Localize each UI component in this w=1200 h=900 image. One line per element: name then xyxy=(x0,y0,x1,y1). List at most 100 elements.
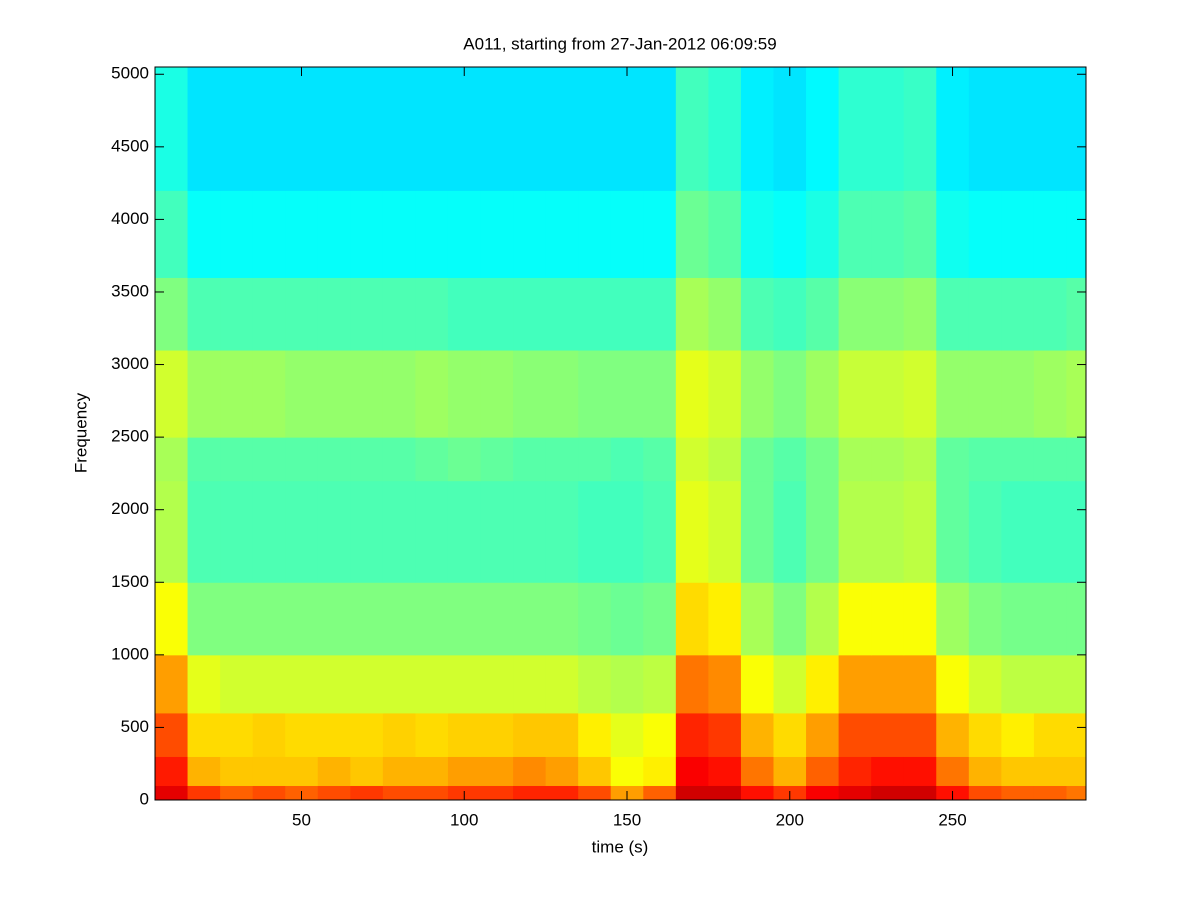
heat-cell xyxy=(968,785,1002,801)
heat-cell xyxy=(1066,785,1087,801)
heat-cell xyxy=(838,277,872,351)
heat-cell xyxy=(578,437,612,482)
heat-cell xyxy=(545,67,579,191)
heat-cell xyxy=(773,350,807,438)
heat-cell xyxy=(187,756,221,786)
heat-cell xyxy=(317,480,351,583)
heat-cell xyxy=(545,756,579,786)
heat-cell xyxy=(871,712,905,757)
heat-cell xyxy=(220,350,254,438)
heat-cell xyxy=(643,67,677,191)
heat-cell xyxy=(187,67,221,191)
heat-cell xyxy=(1001,582,1035,656)
heat-cell xyxy=(545,654,579,714)
heat-cell xyxy=(708,67,742,191)
heat-cell xyxy=(350,67,384,191)
heat-cell xyxy=(675,582,709,656)
heat-cell xyxy=(545,712,579,757)
heat-cell xyxy=(415,582,449,656)
heat-cell xyxy=(1066,480,1087,583)
y-tick-label: 1500 xyxy=(111,572,149,591)
heat-cell xyxy=(903,712,937,757)
heat-cell xyxy=(317,190,351,278)
x-axis-label: time (s) xyxy=(592,837,649,856)
heat-cell xyxy=(740,190,774,278)
heat-cell xyxy=(447,190,482,278)
heat-cell xyxy=(1033,190,1067,278)
heat-cell xyxy=(871,756,905,786)
heat-cell xyxy=(871,277,905,351)
heat-cell xyxy=(773,582,807,656)
heat-cell xyxy=(643,654,677,714)
heat-cell xyxy=(480,756,514,786)
heat-cell xyxy=(968,480,1002,583)
heat-cell xyxy=(740,437,774,482)
heat-cell xyxy=(740,67,774,191)
heat-cell xyxy=(187,582,221,656)
heat-cell xyxy=(1001,277,1035,351)
heat-cell xyxy=(480,437,514,482)
heat-cell xyxy=(773,277,807,351)
heat-cell xyxy=(252,756,286,786)
heat-cell xyxy=(545,350,579,438)
heat-cell xyxy=(675,785,709,801)
y-tick-label: 2500 xyxy=(111,427,149,446)
heat-cell xyxy=(806,277,840,351)
heat-cell xyxy=(1001,437,1035,482)
heat-cell xyxy=(675,67,709,191)
heat-cell xyxy=(480,785,514,801)
heat-cell xyxy=(187,785,221,801)
heat-cell xyxy=(740,785,774,801)
heat-cell xyxy=(447,712,482,757)
heat-cell xyxy=(903,190,937,278)
heat-cell xyxy=(480,190,514,278)
heat-cell xyxy=(903,582,937,656)
heat-cell xyxy=(578,756,612,786)
heat-cell xyxy=(513,756,547,786)
heat-cell xyxy=(252,190,286,278)
heat-cell xyxy=(480,712,514,757)
heat-cell xyxy=(317,582,351,656)
axes-box xyxy=(154,66,1087,801)
heat-cell xyxy=(382,350,416,438)
heat-cell xyxy=(643,190,677,278)
heat-cell xyxy=(578,712,612,757)
heat-cell xyxy=(187,437,221,482)
heat-cell xyxy=(740,277,774,351)
heat-cell xyxy=(1033,582,1067,656)
heat-cell xyxy=(903,756,937,786)
heat-cell xyxy=(317,654,351,714)
heat-cell xyxy=(806,582,840,656)
heat-cell xyxy=(350,654,384,714)
heat-cell xyxy=(968,582,1002,656)
heat-cell xyxy=(382,756,416,786)
heat-cell xyxy=(480,277,514,351)
heat-cell xyxy=(317,437,351,482)
heat-cell xyxy=(806,67,840,191)
heat-cell xyxy=(513,190,547,278)
heat-cell xyxy=(350,712,384,757)
heat-cell xyxy=(610,190,644,278)
heat-cell xyxy=(578,480,612,583)
heat-cell xyxy=(382,67,416,191)
heat-cell xyxy=(936,437,970,482)
heat-cell xyxy=(871,67,905,191)
heat-cell xyxy=(415,190,449,278)
heat-cell xyxy=(285,277,319,351)
heat-cell xyxy=(220,277,254,351)
heat-cell xyxy=(382,277,416,351)
heat-cell xyxy=(187,712,221,757)
heat-cell xyxy=(252,712,286,757)
heat-cell xyxy=(708,480,742,583)
heat-cell xyxy=(285,756,319,786)
heat-cell xyxy=(415,277,449,351)
heat-cell xyxy=(740,350,774,438)
heat-cell xyxy=(643,582,677,656)
heat-cell xyxy=(1001,350,1035,438)
heat-cell xyxy=(1001,654,1035,714)
y-tick-label: 3500 xyxy=(111,281,149,300)
heat-cell xyxy=(838,756,872,786)
y-tick-label: 4500 xyxy=(111,136,149,155)
heat-cell xyxy=(1033,654,1067,714)
